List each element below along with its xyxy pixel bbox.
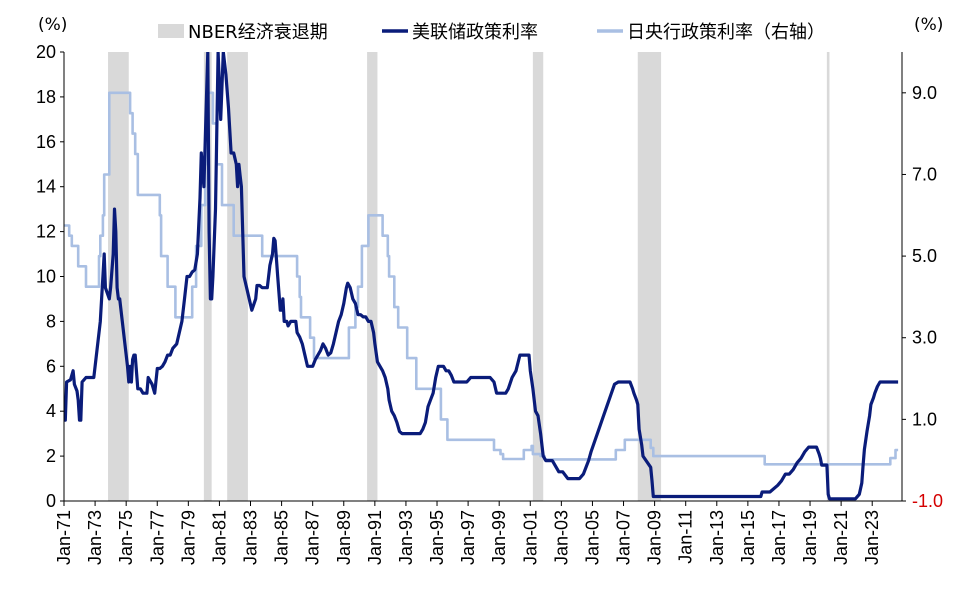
x-tick-label: Jan-73	[85, 510, 105, 565]
x-tick-label: Jan-97	[458, 510, 478, 565]
recession-band-6	[826, 52, 830, 501]
left-tick-label: 8	[46, 311, 56, 331]
right-tick-label: 5.0	[912, 246, 937, 266]
x-tick-label: Jan-07	[614, 510, 634, 565]
x-tick-label: Jan-03	[551, 510, 571, 565]
right-tick-label: 9.0	[912, 83, 937, 103]
x-tick-label: Jan-05	[582, 510, 602, 565]
x-tick-label: Jan-75	[116, 510, 136, 565]
left-tick-label: 10	[36, 267, 56, 287]
x-tick-label: Jan-85	[272, 510, 292, 565]
x-tick-label: Jan-15	[738, 510, 758, 565]
left-tick-label: 2	[46, 446, 56, 466]
legend-swatch-band	[158, 24, 184, 38]
x-tick-label: Jan-21	[831, 510, 851, 565]
recession-band-1	[203, 52, 212, 501]
right-tick-label: 7.0	[912, 164, 937, 184]
series-line-fed	[64, 52, 899, 501]
series-line-boj	[64, 91, 899, 466]
x-tick-label: Jan-13	[707, 510, 727, 565]
right-tick-label: -1.0	[912, 491, 943, 511]
left-tick-label: 12	[36, 222, 56, 242]
recession-band-3	[367, 52, 378, 501]
x-tick-label: Jan-71	[54, 510, 74, 565]
x-tick-label: Jan-09	[645, 510, 665, 565]
x-tick-label: Jan-79	[178, 510, 198, 565]
left-tick-label: 6	[46, 356, 56, 376]
recession-bands	[108, 52, 830, 501]
x-tick-label: Jan-77	[147, 510, 167, 565]
legend: NBER经济衰退期 美联储政策利率 日央行政策利率（右轴）	[158, 22, 825, 43]
right-tick-label: 1.0	[912, 409, 937, 429]
x-tick-label: Jan-23	[862, 510, 882, 565]
left-tick-label: 4	[46, 401, 56, 421]
right-axis-unit: (%)	[914, 15, 943, 35]
x-tick-label: Jan-93	[396, 510, 416, 565]
left-tick-label: 18	[36, 87, 56, 107]
axes: 0 2 4 6 8 10 12 14 16 18 20 -1.0 1.0 3.0 5.0 7.0 9.0 (%) (…	[36, 15, 943, 565]
x-tick-label: Jan-11	[676, 510, 696, 564]
recession-band-4	[532, 52, 544, 501]
x-tick-label: Jan-19	[800, 510, 820, 565]
x-tick-label: Jan-83	[241, 510, 261, 565]
x-tick-label: Jan-99	[489, 510, 509, 565]
legend-item-1: 美联储政策利率	[382, 22, 538, 43]
left-tick-label: 0	[46, 491, 56, 511]
series-lines	[64, 52, 899, 501]
x-tick-label: Jan-95	[427, 510, 447, 565]
legend-label: 日央行政策利率（右轴）	[627, 22, 825, 43]
recession-band-5	[637, 52, 662, 501]
legend-item-2: 日央行政策利率（右轴）	[597, 22, 825, 43]
left-tick-label: 20	[36, 42, 56, 62]
legend-label: NBER经济衰退期	[188, 22, 328, 43]
left-tick-label: 16	[36, 132, 56, 152]
x-tick-label: Jan-91	[365, 510, 385, 565]
left-tick-label: 14	[36, 177, 56, 197]
x-tick-label: Jan-89	[334, 510, 354, 565]
legend-label: 美联储政策利率	[412, 22, 538, 43]
x-tick-label: Jan-87	[303, 510, 323, 565]
x-tick-label: Jan-01	[520, 510, 540, 565]
x-tick-label: Jan-17	[769, 510, 789, 565]
left-axis-unit: (%)	[38, 15, 67, 35]
recession-band-2	[227, 52, 248, 501]
legend-item-0: NBER经济衰退期	[158, 22, 328, 43]
x-tick-label: Jan-81	[209, 510, 229, 565]
right-tick-label: 3.0	[912, 328, 937, 348]
